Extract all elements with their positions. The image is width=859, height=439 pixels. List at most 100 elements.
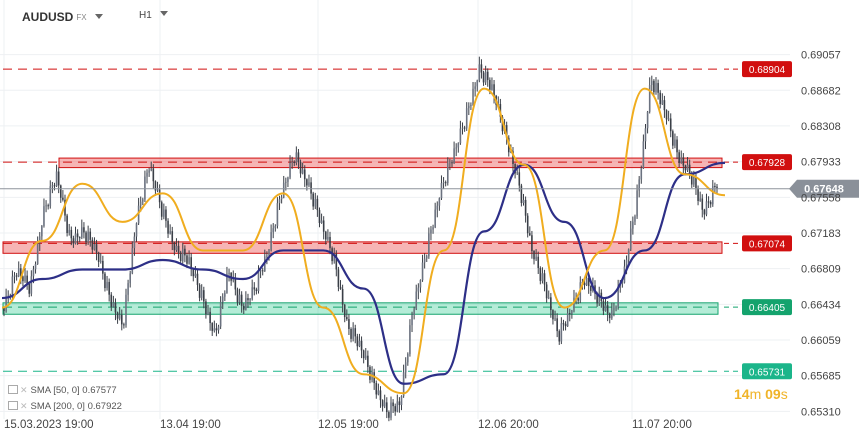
candle-body (636, 190, 638, 217)
candle-body (375, 383, 378, 395)
candle-body (232, 278, 235, 281)
legend-item-sma200[interactable]: ✕ SMA [200, 0] 0.67922 (8, 401, 122, 412)
candle-body (173, 242, 176, 251)
candle-body (192, 268, 195, 277)
legend-item-sma50[interactable]: ✕ SMA [50, 0] 0.67577 (8, 385, 117, 396)
time-tick-label: 15.03.2023 19:00 (4, 419, 94, 431)
candle-body (177, 245, 180, 253)
candle-body (457, 143, 460, 148)
candle-body (303, 169, 306, 180)
level-badge (742, 299, 792, 316)
sma50-line (1, 87, 726, 395)
candle-body (669, 118, 672, 132)
candle-body (352, 328, 354, 339)
candle-body (211, 323, 214, 331)
candle-body (158, 189, 161, 203)
candle-body (81, 227, 83, 238)
candle-body (564, 323, 567, 327)
candle-body (438, 198, 441, 206)
candle-body (678, 152, 680, 163)
candle-body (688, 164, 691, 173)
candle-body (396, 401, 399, 412)
candle-body (512, 151, 514, 165)
candle-body (385, 402, 388, 413)
candle-body (116, 312, 119, 319)
candle-body (657, 83, 659, 93)
candle-body (413, 309, 415, 316)
time-tick-label: 12.05 19:00 (318, 419, 379, 431)
candle-body (295, 152, 298, 163)
price-tick-label: 0.69057 (801, 50, 841, 62)
candle-body (465, 108, 468, 129)
candle-body (480, 64, 483, 73)
candle-body (388, 412, 390, 418)
candle-body (518, 172, 521, 186)
candle-body (529, 233, 531, 236)
candle-body (590, 286, 592, 291)
candle-body (30, 276, 33, 294)
candle-body (596, 293, 598, 304)
candle-body (266, 255, 268, 257)
candle-body (47, 205, 49, 207)
candle-body (99, 260, 102, 262)
candle-body (358, 340, 361, 347)
candle-body (38, 236, 41, 244)
indicator-settings-icon[interactable] (8, 385, 18, 394)
candle-body (686, 164, 689, 171)
candle-body (240, 294, 243, 306)
candle-body (341, 288, 344, 305)
candle-body (259, 270, 262, 272)
close-icon[interactable]: ✕ (20, 401, 28, 411)
candle-body (276, 203, 279, 226)
candle-body (43, 206, 45, 226)
candle-body (314, 198, 317, 207)
level-badge (742, 61, 792, 78)
candle-body (703, 209, 706, 215)
candle-body (644, 128, 647, 142)
candle-body (653, 80, 655, 93)
candle-body (320, 220, 323, 223)
candle-body (356, 336, 359, 347)
candle-body (87, 231, 89, 243)
candle-body (470, 104, 472, 106)
symbol-selector[interactable]: AUDUSD FX (22, 10, 103, 24)
price-tick-label: 0.67558 (801, 192, 841, 204)
candle-body (93, 244, 96, 250)
candle-body (430, 229, 432, 234)
candle-body (3, 307, 5, 312)
candle-body (91, 239, 94, 250)
candle-body (190, 257, 192, 269)
candle-body (583, 282, 586, 286)
candle-body (280, 197, 283, 200)
candle-body (491, 84, 493, 90)
indicator-settings-icon[interactable] (8, 401, 18, 410)
candle-body (234, 278, 237, 290)
candle-body (663, 100, 666, 111)
candle-body (112, 302, 115, 307)
candle-body (684, 165, 687, 171)
candle-body (129, 273, 131, 284)
candle-body (714, 186, 716, 188)
candle-body (665, 110, 668, 120)
timeframe-selector[interactable]: H1 (139, 10, 168, 21)
candle-body (142, 199, 144, 202)
price-tick-label: 0.66809 (801, 264, 841, 276)
candle-body (238, 294, 241, 303)
close-icon[interactable]: ✕ (20, 385, 28, 395)
candle-body (7, 295, 10, 297)
candle-body (655, 83, 657, 93)
chevron-down-icon (159, 11, 168, 16)
candle-body (301, 169, 304, 174)
candle-body (28, 283, 31, 294)
candle-body (245, 298, 247, 310)
legend-sma200-label: SMA [200, 0] 0.67922 (30, 401, 122, 412)
candle-body (587, 277, 590, 287)
candle-body (472, 88, 474, 105)
candle-body (625, 259, 628, 267)
candle-body (184, 248, 186, 256)
candle-body (516, 172, 518, 174)
candle-body (306, 179, 308, 186)
candle-body (181, 248, 184, 261)
candle-body (213, 328, 216, 331)
